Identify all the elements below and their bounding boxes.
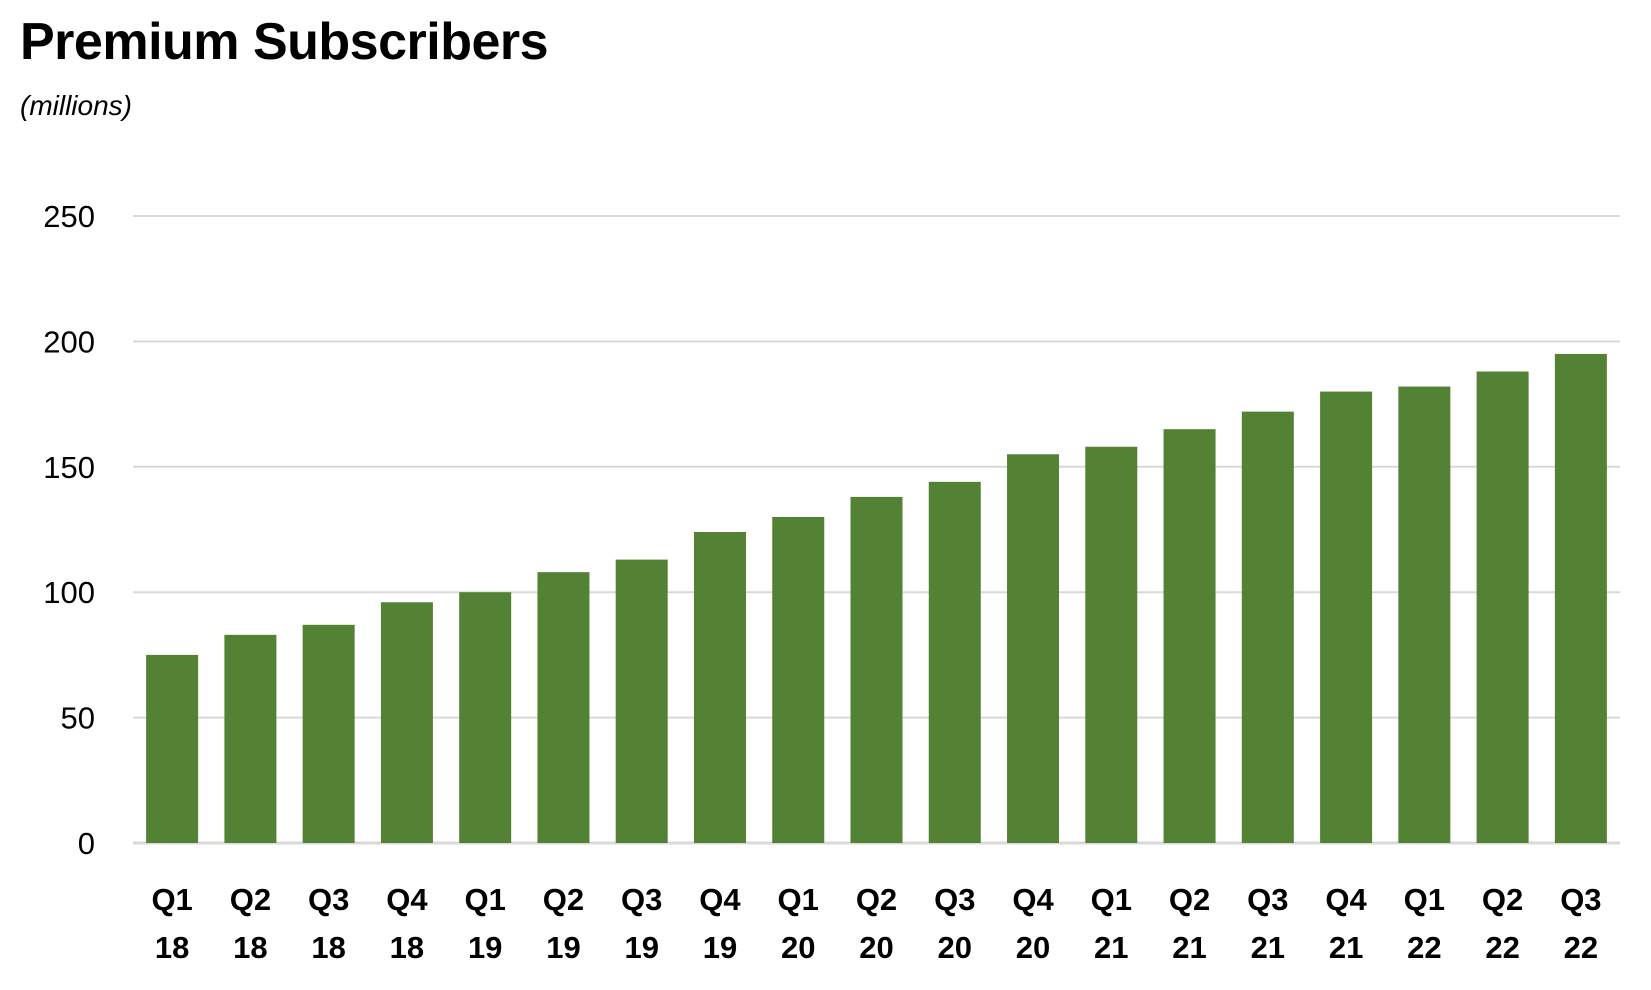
x-tick-label: Q3 19: [621, 882, 662, 965]
x-tick-label: Q1 18: [151, 882, 192, 965]
bar: [1163, 429, 1216, 843]
bar: [615, 559, 668, 843]
bar: [302, 624, 355, 843]
x-tick-label: Q3 22: [1560, 882, 1601, 965]
bar: [1398, 386, 1451, 843]
bar: [1320, 391, 1373, 843]
x-tick-label: Q3 20: [934, 882, 975, 965]
y-tick-label: 200: [43, 324, 95, 359]
x-tick-label: Q1 21: [1091, 882, 1132, 965]
x-tick-label: Q2 19: [543, 882, 584, 965]
bar: [1007, 454, 1060, 843]
x-tick-label: Q1 22: [1404, 882, 1445, 965]
x-tick-label: Q1 19: [465, 882, 506, 965]
x-tick-label: Q2 18: [230, 882, 271, 965]
bar: [146, 654, 199, 843]
y-tick-label: 50: [61, 701, 95, 736]
y-tick-label: 150: [43, 450, 95, 485]
chart-subtitle: (millions): [20, 90, 132, 121]
bar: [459, 592, 512, 843]
y-axis-ticks: 0 50 100 150 200 250: [43, 199, 95, 861]
bar: [380, 602, 433, 843]
bar: [1476, 371, 1529, 843]
bar: [1085, 446, 1138, 843]
bar: [224, 634, 277, 843]
bar: [1554, 353, 1607, 843]
bar: [693, 532, 746, 843]
bars: [146, 353, 1607, 843]
bar: [928, 481, 981, 843]
x-tick-label: Q2 20: [856, 882, 897, 965]
x-tick-label: Q3 21: [1247, 882, 1288, 965]
x-tick-label: Q4 19: [699, 882, 741, 965]
bar: [850, 496, 903, 843]
bar: [1241, 411, 1294, 843]
x-tick-label: Q2 21: [1169, 882, 1210, 965]
x-tick-label: Q2 22: [1482, 882, 1523, 965]
x-tick-label: Q3 18: [308, 882, 349, 965]
x-tick-label: Q4 20: [1012, 882, 1054, 965]
y-tick-label: 100: [43, 575, 95, 610]
bar: [537, 572, 590, 843]
chart-title: Premium Subscribers: [20, 13, 549, 71]
x-axis-ticks: Q1 18 Q2 18 Q3 18 Q4 18 Q1 19 Q2 19 Q3 19 Q4 19 Q1 20 Q2 20…: [151, 882, 1601, 965]
y-tick-label: 0: [78, 826, 95, 861]
x-tick-label: Q1 20: [778, 882, 819, 965]
y-tick-label: 250: [43, 199, 95, 234]
bar: [772, 516, 825, 843]
x-tick-label: Q4 21: [1325, 882, 1367, 965]
x-tick-label: Q4 18: [386, 882, 428, 965]
